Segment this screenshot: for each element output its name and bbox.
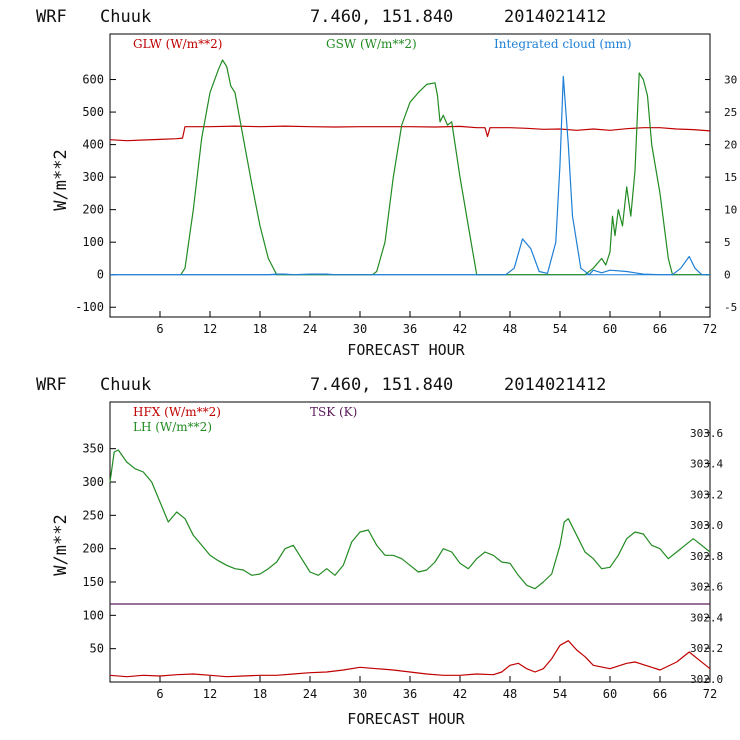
bottom-y2-tick-label: 302.4: [690, 611, 723, 624]
top-x-tick-label: 30: [353, 322, 367, 336]
top-header-station: Chuuk: [100, 7, 151, 27]
top-y-tick-label: 500: [82, 105, 104, 119]
bottom-y-tick-label: 50: [90, 642, 104, 656]
bottom-x-tick-label: 12: [203, 687, 217, 701]
bottom-y-tick-label: 300: [82, 475, 104, 489]
top-x-tick-label: 60: [603, 322, 617, 336]
bottom-y-tick-label: 250: [82, 508, 104, 522]
bottom-x-tick-label: 60: [603, 687, 617, 701]
top-series-1-line: [180, 59, 710, 276]
top-y2-tick-label: 30: [724, 74, 737, 87]
top-chart: WRF Chuuk 7.460, 151.840 2014021412 GLW …: [36, 7, 737, 359]
bottom-x-tick-label: 36: [403, 687, 417, 701]
bottom-header-station: Chuuk: [100, 375, 151, 395]
bottom-series-0-line: [109, 640, 711, 678]
bottom-y-axis-label: W/m**2: [51, 514, 71, 575]
top-y-tick-label: 200: [82, 203, 104, 217]
bottom-y2-tick-label: 302.6: [690, 581, 723, 594]
top-y2-tick-label: 5: [724, 236, 731, 249]
bottom-y2-tick-label: 302.2: [690, 642, 723, 655]
bottom-y2-tick-label: 303.0: [690, 519, 723, 532]
bottom-y-tick-label: 200: [82, 542, 104, 556]
top-axis-ticks: 6 12 18 24 30 36 42 48 54 60 66 72-1000100200300400…: [75, 73, 737, 336]
bottom-header-model: WRF: [36, 375, 67, 395]
top-series: [109, 59, 711, 276]
top-x-tick-label: 24: [303, 322, 317, 336]
bottom-x-tick-label: 24: [303, 687, 317, 701]
bottom-series: [109, 449, 711, 678]
top-header-datetime: 2014021412: [504, 7, 606, 27]
top-series-0-line: [109, 125, 711, 142]
bottom-series-1-line: [109, 449, 711, 590]
top-y2-tick-label: 10: [724, 204, 737, 217]
top-x-tick-label: 6: [156, 322, 163, 336]
top-legend-gsw: GSW (W/m**2): [326, 37, 417, 51]
top-x-tick-label: 66: [653, 322, 667, 336]
top-x-tick-label: 42: [453, 322, 467, 336]
top-y-tick-label: 100: [82, 235, 104, 249]
bottom-y2-tick-label: 303.6: [690, 427, 723, 440]
bottom-x-tick-label: 18: [253, 687, 267, 701]
bottom-y-tick-label: 100: [82, 608, 104, 622]
bottom-header-coords: 7.460, 151.840: [310, 375, 453, 395]
top-y-tick-label: 600: [82, 73, 104, 87]
bottom-y2-tick-label: 302.8: [690, 550, 723, 563]
top-x-axis-label: FORECAST HOUR: [347, 341, 465, 359]
top-y2-tick-label: -5: [724, 301, 737, 314]
bottom-y-tick-label: 350: [82, 442, 104, 456]
bottom-plot-frame: [109, 401, 711, 683]
top-y2-tick-label: 20: [724, 139, 737, 152]
top-y-tick-label: 0: [97, 268, 104, 282]
bottom-x-tick-label: 30: [353, 687, 367, 701]
top-y-axis-label: W/m**2: [51, 149, 71, 210]
bottom-x-tick-label: 54: [553, 687, 567, 701]
top-y2-tick-label: 15: [724, 171, 737, 184]
top-x-tick-label: 12: [203, 322, 217, 336]
top-x-tick-label: 36: [403, 322, 417, 336]
top-y2-tick-label: 25: [724, 106, 737, 119]
top-y2-tick-label: 0: [724, 269, 731, 282]
bottom-x-axis-label: FORECAST HOUR: [347, 710, 465, 728]
bottom-chart: WRF Chuuk 7.460, 151.840 2014021412 HFX …: [36, 375, 723, 728]
top-x-tick-label: 18: [253, 322, 267, 336]
bottom-legend-lh: LH (W/m**2): [133, 420, 212, 434]
top-x-tick-label: 48: [503, 322, 517, 336]
bottom-header-datetime: 2014021412: [504, 375, 606, 395]
bottom-y2-tick-label: 303.2: [690, 488, 723, 501]
bottom-legend-hfx: HFX (W/m**2): [133, 405, 221, 419]
top-header-coords: 7.460, 151.840: [310, 7, 453, 27]
bottom-axis-ticks: 6 12 18 24 30 36 42 48 54 60 66 72 50 100 150 200 250 300…: [82, 427, 723, 701]
top-y-tick-label: 300: [82, 170, 104, 184]
top-header-model: WRF: [36, 7, 67, 27]
bottom-y2-tick-label: 302.0: [690, 673, 723, 686]
bottom-x-tick-label: 42: [453, 687, 467, 701]
top-legend-glw: GLW (W/m**2): [133, 37, 222, 51]
top-y-tick-label: 400: [82, 138, 104, 152]
bottom-x-tick-label: 6: [156, 687, 163, 701]
bottom-x-tick-label: 66: [653, 687, 667, 701]
top-x-tick-label: 54: [553, 322, 567, 336]
top-y-tick-label: -100: [75, 300, 104, 314]
top-series-2-line: [110, 75, 710, 276]
bottom-y-tick-label: 150: [82, 575, 104, 589]
top-legend-cloud: Integrated cloud (mm): [494, 37, 632, 51]
bottom-x-tick-label: 48: [503, 687, 517, 701]
bottom-legend-tsk: TSK (K): [310, 405, 357, 419]
bottom-x-tick-label: 72: [703, 687, 717, 701]
bottom-y2-tick-label: 303.4: [690, 458, 723, 471]
top-x-tick-label: 72: [703, 322, 717, 336]
